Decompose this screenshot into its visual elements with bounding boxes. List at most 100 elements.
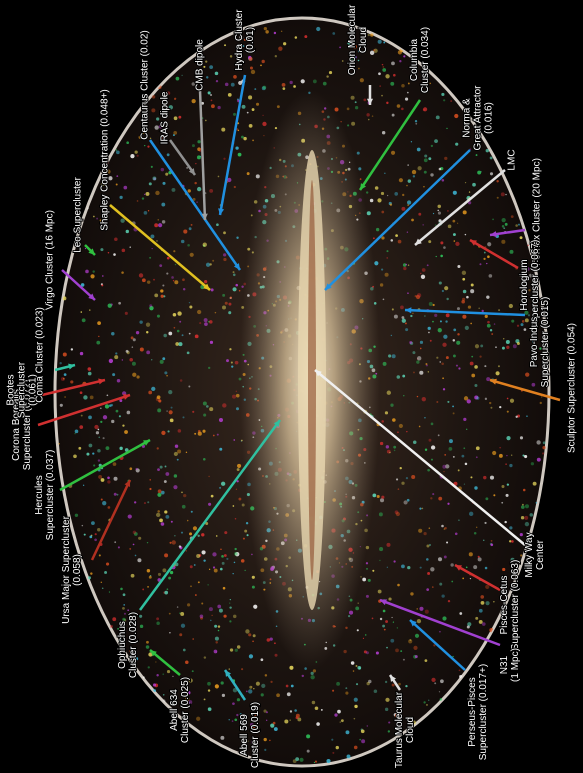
arrow-line	[138, 419, 282, 611]
galaxy-dot	[187, 691, 191, 695]
arrow-head	[233, 263, 240, 270]
galaxy-dot	[367, 578, 371, 582]
galaxy-dot	[261, 59, 265, 64]
galaxy-dot	[424, 609, 429, 614]
galaxy-dot	[236, 713, 239, 717]
galaxy-dot	[452, 219, 456, 223]
galaxy-dot	[512, 344, 517, 349]
galaxy-dot	[441, 289, 445, 293]
galaxy-dot	[146, 569, 151, 573]
galaxy-dot	[168, 576, 171, 580]
galaxy-dot	[487, 242, 492, 247]
galaxy-dot	[462, 289, 467, 294]
galaxy-dot	[426, 704, 428, 706]
galaxy-dot	[396, 375, 401, 379]
galaxy-dot	[467, 201, 472, 205]
galaxy-dot	[381, 131, 386, 135]
galaxy-dot	[440, 679, 444, 684]
galaxy-dot	[531, 382, 536, 387]
galaxy-dot	[260, 693, 264, 697]
galaxy-dot	[206, 76, 209, 79]
galaxy-dot	[365, 651, 369, 655]
galaxy-dot	[457, 222, 459, 224]
galaxy-dot	[403, 500, 408, 505]
galaxy-dot	[263, 135, 265, 137]
galaxy-dot	[73, 454, 77, 459]
galaxy-dot	[232, 505, 235, 507]
galaxy-dot	[223, 253, 227, 257]
galaxy-dot	[414, 120, 418, 123]
galaxy-dot	[133, 532, 138, 536]
annotation-label: Cluster (0.025)	[180, 677, 191, 743]
galaxy-dot	[116, 493, 119, 496]
galaxy-dot	[189, 565, 193, 569]
galaxy-dot	[80, 311, 83, 313]
galaxy-dot	[139, 624, 144, 629]
galaxy-dot	[428, 699, 430, 701]
galaxy-dot	[401, 318, 406, 323]
galaxy-dot	[384, 707, 389, 712]
galaxy-dot	[379, 617, 383, 621]
galaxy-dot	[117, 546, 120, 549]
galaxy-dot	[435, 255, 437, 258]
galaxy-dot	[429, 339, 432, 342]
galaxy-dot	[186, 166, 189, 169]
galaxy-dot	[474, 486, 478, 490]
galaxy-dot	[171, 187, 176, 192]
galaxy-dot	[306, 734, 311, 739]
galaxy-dot	[483, 539, 485, 541]
galaxy-dot	[248, 654, 254, 659]
galaxy-dot	[430, 173, 434, 177]
galaxy-dot	[478, 307, 480, 310]
galaxy-dot	[158, 223, 163, 228]
galaxy-dot	[246, 534, 249, 537]
galaxy-dot	[146, 331, 149, 334]
galaxy-dot	[393, 445, 397, 449]
galaxy-dot	[250, 214, 253, 217]
galaxy-dot	[407, 91, 409, 94]
galaxy-dot	[229, 606, 232, 609]
galaxy-dot	[194, 594, 197, 596]
galaxy-dot	[109, 624, 113, 628]
galaxy-dot	[403, 395, 405, 397]
galaxy-dot	[433, 644, 436, 647]
galaxy-dot	[412, 440, 417, 444]
galaxy-dot	[495, 371, 500, 376]
galaxy-dot	[427, 371, 430, 373]
galaxy-dot	[251, 585, 255, 589]
galaxy-dot	[345, 730, 350, 735]
galaxy-dot	[450, 100, 453, 102]
galaxy-dot	[437, 204, 441, 209]
galaxy-dot	[197, 147, 201, 152]
galaxy-dot	[295, 713, 300, 718]
galaxy-dot	[455, 241, 460, 247]
galaxy-dot	[269, 739, 271, 742]
galaxy-dot	[131, 346, 134, 348]
galaxy-dot	[506, 436, 511, 441]
galaxy-dot	[223, 231, 226, 235]
galaxy-dot	[156, 447, 159, 450]
galaxy-dot	[490, 539, 493, 542]
galaxy-dot	[232, 287, 237, 292]
galaxy-dot	[398, 178, 403, 183]
galaxy-dot	[439, 630, 441, 633]
galaxy-dot	[486, 377, 491, 382]
galaxy-dot	[216, 433, 219, 436]
galaxy-dot	[352, 670, 355, 672]
galaxy-dot	[478, 608, 483, 613]
galaxy-dot	[181, 491, 183, 494]
galaxy-dot	[466, 295, 469, 299]
galaxy-dot	[481, 309, 484, 313]
annotation-label: Virgo Cluster (16 Mpc)	[45, 210, 56, 310]
galaxy-dot	[97, 428, 100, 431]
galaxy-dot	[62, 377, 65, 380]
galaxy-dot	[445, 313, 450, 318]
galaxy-dot	[237, 152, 242, 157]
galaxy-dot	[136, 200, 139, 202]
galaxy-dot	[156, 674, 159, 677]
galaxy-dot	[393, 73, 396, 77]
galaxy-dot	[163, 295, 166, 298]
galaxy-dot	[510, 454, 513, 456]
galaxy-dot	[104, 404, 110, 409]
galaxy-dot	[473, 565, 478, 570]
